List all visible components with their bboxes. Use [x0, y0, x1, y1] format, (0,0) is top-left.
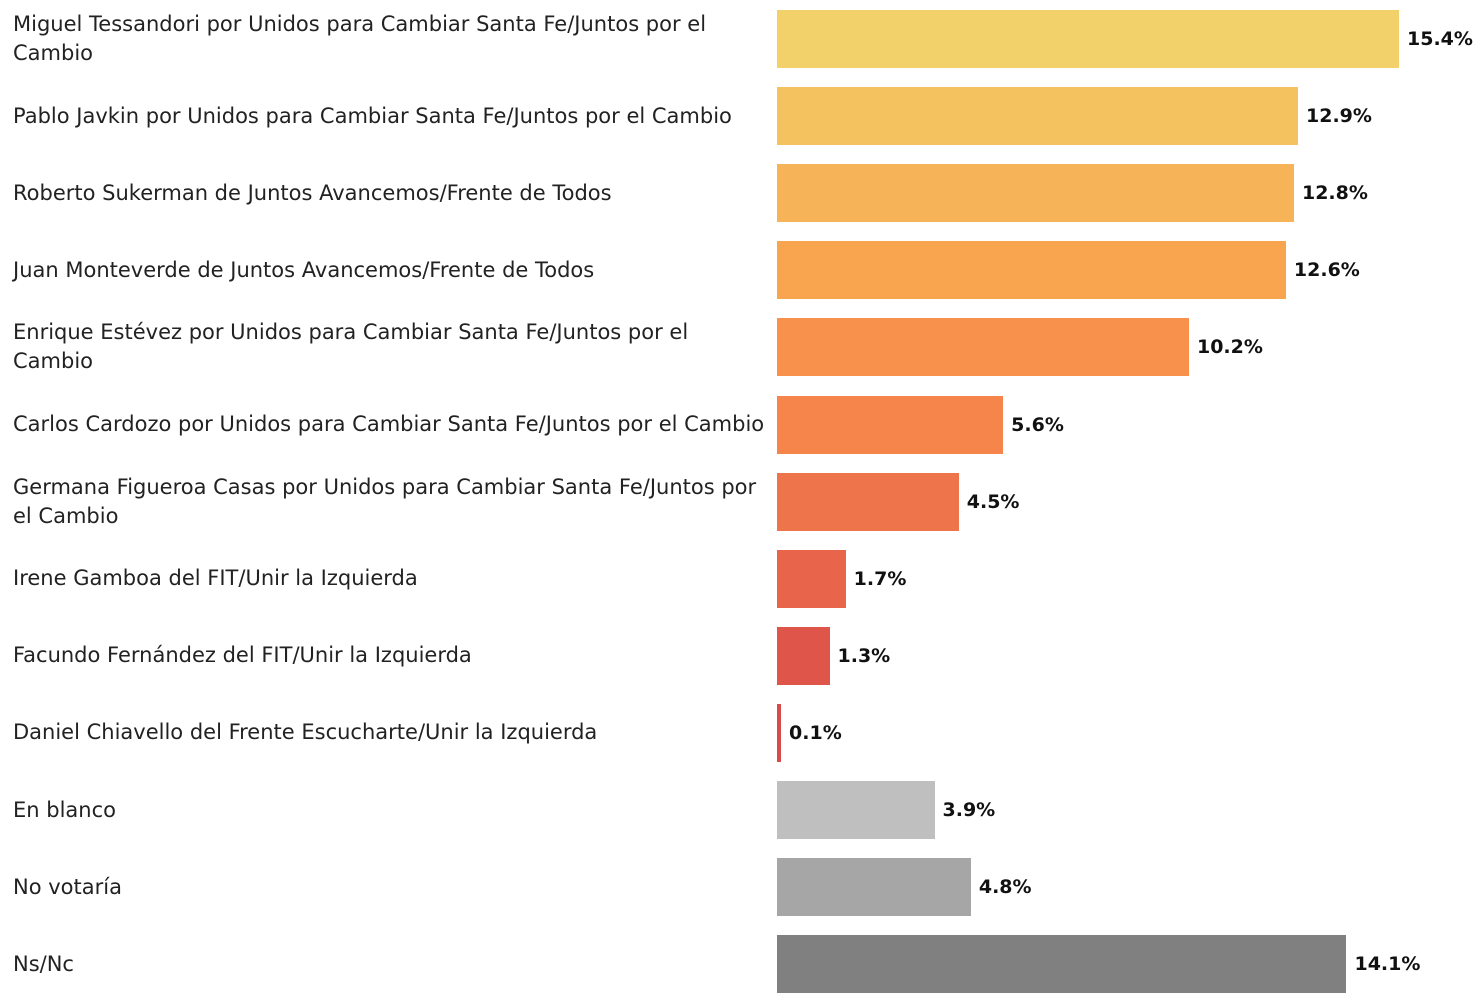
data-label: 10.2% — [1196, 336, 1263, 359]
bar — [777, 395, 1004, 454]
data-label: 12.9% — [1306, 105, 1372, 128]
category-label: Daniel Chiavello del Frente Escucharte/U… — [13, 720, 598, 745]
category-label: Pablo Javkin por Unidos para Cambiar San… — [13, 103, 732, 128]
category-label: Germana Figueroa Casas por Unidos para C… — [13, 474, 757, 528]
bar — [777, 87, 1299, 146]
data-label: 3.9% — [942, 799, 996, 821]
bar — [777, 703, 782, 762]
data-label: 5.6% — [1011, 413, 1064, 436]
category-label: Carlos Cardozo por Unidos para Cambiar S… — [13, 412, 765, 436]
category-label: Juan Monteverde de Juntos Avancemos/Fren… — [13, 257, 595, 282]
category-label: En blanco — [13, 797, 116, 822]
bar — [777, 935, 1347, 993]
category-label: Roberto Sukerman de Juntos Avancemos/Fre… — [13, 180, 612, 205]
bar — [777, 781, 935, 839]
data-label: 15.4% — [1407, 28, 1473, 50]
category-label: Ns/Nc — [13, 951, 74, 976]
bar — [777, 472, 959, 531]
bar — [777, 164, 1294, 223]
bar — [777, 858, 971, 917]
data-label: 12.8% — [1301, 182, 1368, 205]
data-label: 12.6% — [1293, 259, 1360, 282]
bar — [777, 549, 846, 608]
bar — [777, 318, 1189, 377]
data-label: 1.3% — [837, 644, 891, 667]
data-label: 4.8% — [978, 876, 1032, 899]
data-label: 0.1% — [789, 721, 842, 744]
data-label: 1.7% — [853, 567, 907, 590]
category-label: Irene Gamboa del FIT/Unir la Izquierda — [13, 566, 418, 591]
category-label: Enrique Estévez por Unidos para Cambiar … — [13, 320, 689, 374]
bar — [777, 10, 1399, 68]
data-label: 14.1% — [1354, 953, 1421, 976]
bar — [777, 241, 1286, 300]
category-label: No votaría — [13, 874, 122, 899]
bar — [777, 626, 830, 685]
data-label: 4.5% — [966, 490, 1020, 513]
category-label: Miguel Tessandori por Unidos para Cambia… — [13, 12, 707, 65]
category-label: Facundo Fernández del FIT/Unir la Izquie… — [13, 643, 472, 668]
